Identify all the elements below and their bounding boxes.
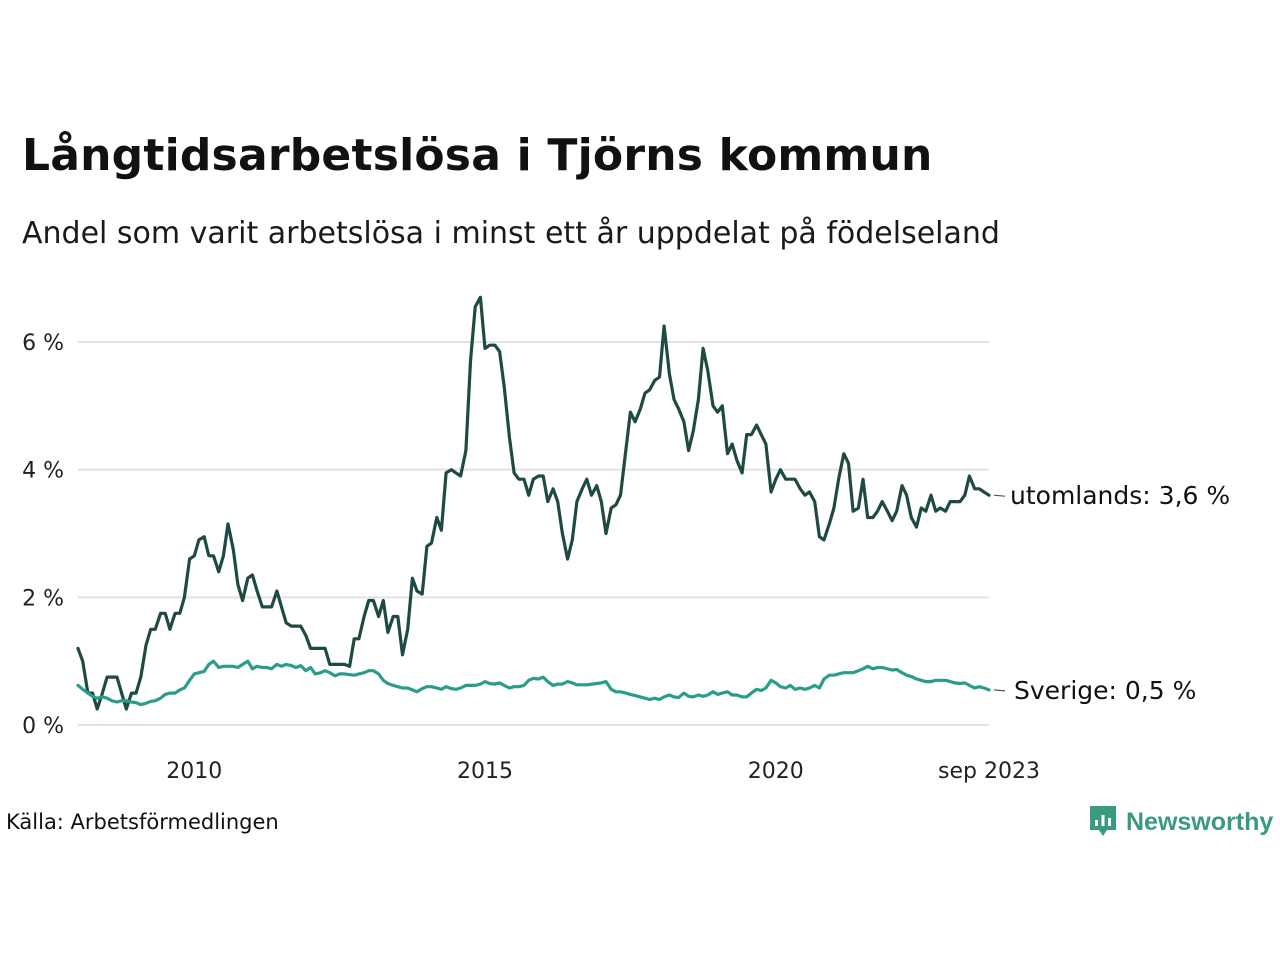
x-tick-label: 2020 bbox=[748, 759, 804, 784]
source-note: Källa: Arbetsförmedlingen bbox=[6, 810, 279, 834]
series-end-label-utomlands: utomlands: 3,6 % bbox=[1010, 481, 1230, 510]
x-tick-label: 2010 bbox=[166, 759, 222, 784]
chart-subtitle: Andel som varit arbetslösa i minst ett å… bbox=[22, 216, 1000, 251]
series-line-utomlands bbox=[76, 295, 991, 711]
x-tick-label: sep 2023 bbox=[938, 759, 1040, 784]
y-tick-label: 4 % bbox=[22, 459, 64, 484]
series-label-leader-sverige bbox=[993, 689, 1006, 692]
chart-title: Långtidsarbetslösa i Tjörns kommun bbox=[22, 130, 933, 181]
newsworthy-logo-icon bbox=[1090, 806, 1116, 836]
newsworthy-wordmark: Newsworthy bbox=[1126, 807, 1274, 836]
y-tick-label: 6 % bbox=[22, 331, 64, 356]
newsworthy-brand[interactable]: Newsworthy bbox=[1088, 804, 1273, 840]
series-label-leader-utomlands bbox=[993, 494, 1006, 497]
y-tick-label: 2 % bbox=[22, 586, 64, 611]
x-tick-label: 2015 bbox=[457, 759, 513, 784]
series-end-label-sverige: Sverige: 0,5 % bbox=[1014, 676, 1196, 705]
y-tick-label: 0 % bbox=[22, 714, 64, 739]
series-line-sverige bbox=[76, 659, 991, 707]
